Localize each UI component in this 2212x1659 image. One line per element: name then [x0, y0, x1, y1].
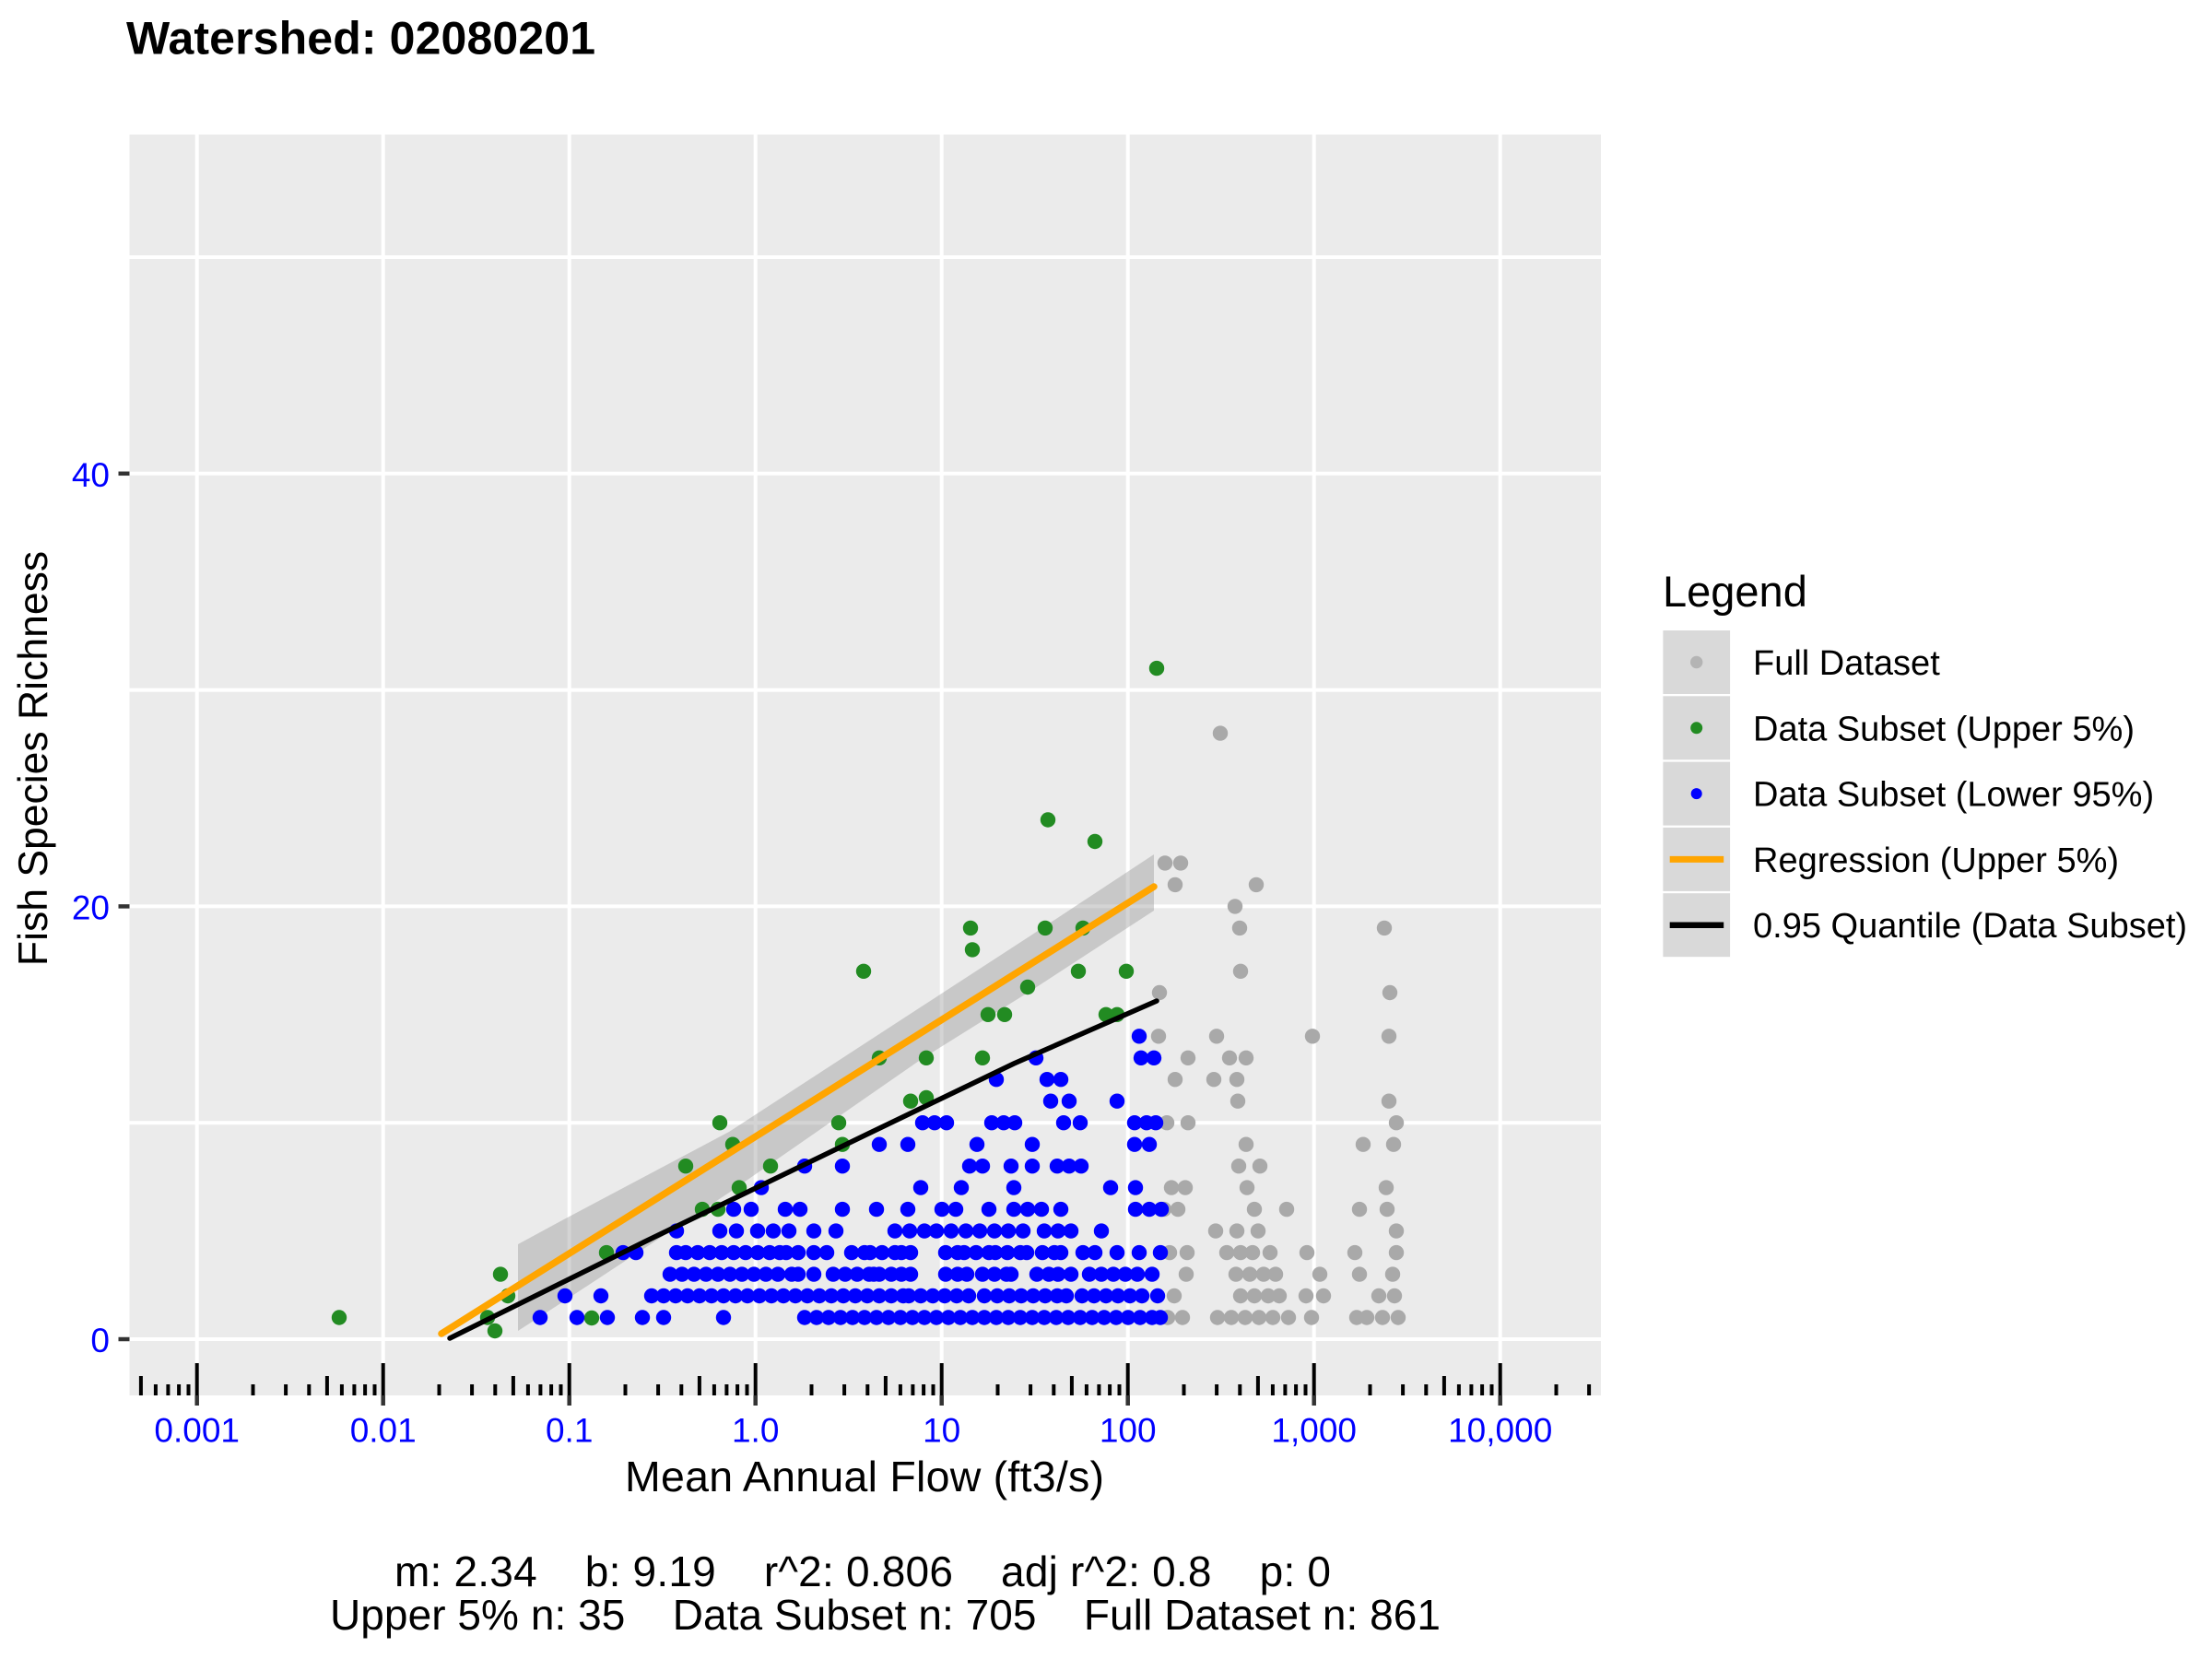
- svg-text:10: 10: [923, 1412, 960, 1450]
- svg-text:Mean Annual Flow (ft3/s): Mean Annual Flow (ft3/s): [625, 1453, 1104, 1500]
- svg-text:Regression (Upper 5%): Regression (Upper 5%): [1753, 841, 2119, 880]
- svg-text:Legend: Legend: [1663, 567, 1807, 616]
- svg-text:Data Subset (Lower 95%): Data Subset (Lower 95%): [1753, 776, 2154, 815]
- svg-text:100: 100: [1100, 1412, 1157, 1450]
- svg-text:40: 40: [72, 456, 110, 494]
- svg-text:Fish Species Richness: Fish Species Richness: [11, 551, 56, 966]
- svg-text:0.95 Quantile (Data Subset): 0.95 Quantile (Data Subset): [1753, 907, 2187, 946]
- svg-text:0.01: 0.01: [350, 1412, 417, 1450]
- svg-text:Data Subset (Upper 5%): Data Subset (Upper 5%): [1753, 710, 2135, 748]
- svg-text:0.1: 0.1: [546, 1412, 593, 1450]
- svg-text:10,000: 10,000: [1448, 1412, 1552, 1450]
- svg-text:1,000: 1,000: [1271, 1412, 1357, 1450]
- svg-text:Upper 5% n: 35 Data Subset: Upper 5% n: 35 Data Subset n: 705 Full D…: [330, 1591, 1441, 1639]
- svg-text:20: 20: [72, 888, 110, 926]
- svg-text:1.0: 1.0: [732, 1412, 779, 1450]
- svg-text:Watershed: 02080201: Watershed: 02080201: [126, 13, 595, 65]
- svg-text:0: 0: [90, 1322, 110, 1359]
- svg-text:m: 2.34 b: 9.19 r^2: 0.8: m: 2.34 b: 9.19 r^2: 0.806 adj r^2: 0.8 …: [394, 1547, 1331, 1595]
- svg-text:0.001: 0.001: [154, 1412, 240, 1450]
- svg-text:Full Dataset: Full Dataset: [1753, 644, 1940, 683]
